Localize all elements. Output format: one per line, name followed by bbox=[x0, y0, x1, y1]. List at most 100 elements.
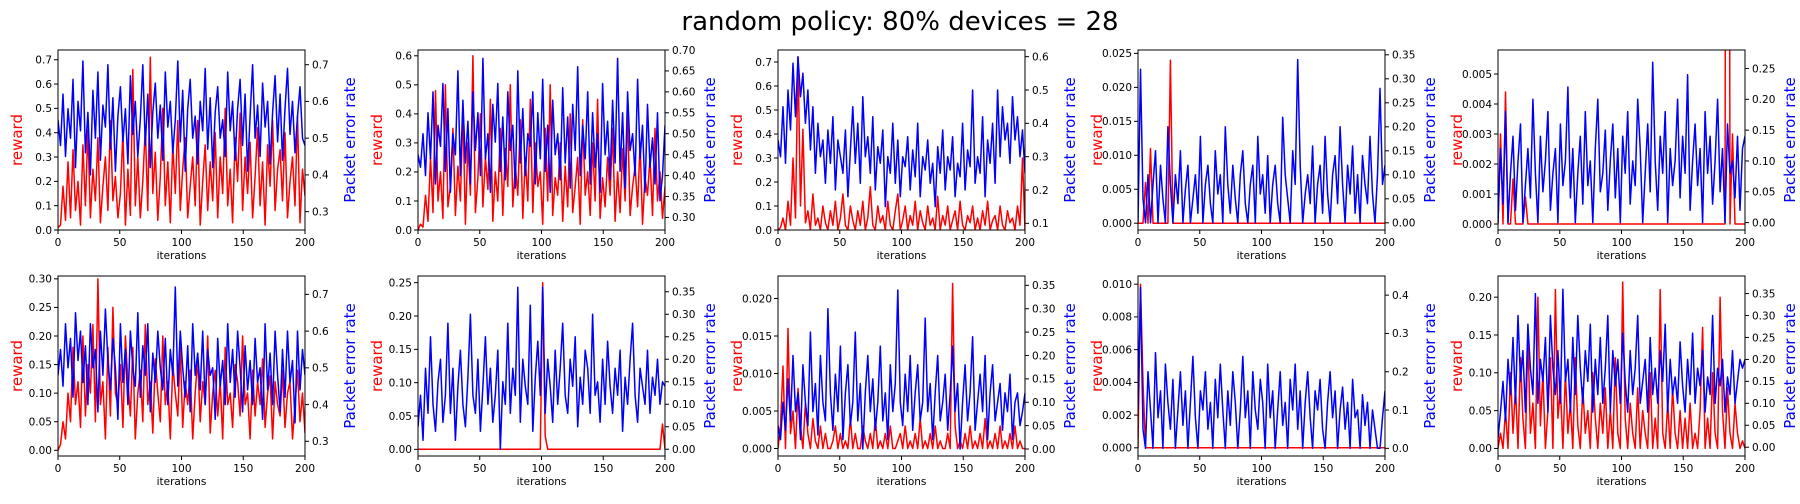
x-tick-label: 50 bbox=[1553, 463, 1566, 475]
x-tick-label: 0 bbox=[775, 463, 782, 475]
x-tick-label: 0 bbox=[55, 463, 62, 475]
left-y-tick-label: 0.002 bbox=[1102, 410, 1132, 422]
x-tick-label: 50 bbox=[1193, 463, 1206, 475]
x-tick-label: 100 bbox=[1251, 237, 1271, 249]
right-y-tick-label: 0.0 bbox=[1392, 443, 1409, 455]
left-y-tick-label: 0.20 bbox=[29, 331, 52, 343]
left-y-tick-label: 0.5 bbox=[395, 80, 412, 92]
x-tick-label: 150 bbox=[1313, 463, 1333, 475]
right-y-tick-label: 0.30 bbox=[1032, 304, 1055, 316]
left-y-tick-label: 0.3 bbox=[755, 153, 772, 165]
subplot-2: 0 50 100 150 200 iterations 0.0 0.1 0.2 0.3 0.4 0.5… bbox=[368, 45, 719, 262]
left-y-tick-label: 0.4 bbox=[755, 129, 772, 141]
left-y-tick-label: 0.0 bbox=[35, 225, 52, 237]
subplot-3: 0 50 100 150 200 iterations 0.0 0.1 0.2 0.3 0.4 0.5… bbox=[728, 49, 1079, 262]
right-y-tick-label: 0.25 bbox=[1752, 63, 1775, 75]
x-axis-label: iterations bbox=[1597, 476, 1647, 488]
right-y-tick-label: 0.00 bbox=[672, 444, 695, 456]
left-y-tick-label: 0.0 bbox=[395, 225, 412, 237]
right-y-axis-label: Packet error rate bbox=[1421, 77, 1439, 202]
right-y-tick-label: 0.35 bbox=[1032, 280, 1055, 292]
right-y-axis-label: Packet error rate bbox=[341, 77, 359, 202]
packet-error-rate-series-line bbox=[58, 286, 305, 424]
x-axis-label: iterations bbox=[877, 250, 927, 262]
subplot-grid: 0 50 100 150 200 iterations 0.0 0.1 0.2 0.3 0.4 0.5… bbox=[8, 45, 1799, 488]
right-y-tick-label: 0.1 bbox=[1032, 218, 1049, 230]
packet-error-rate-series-line bbox=[1498, 61, 1745, 224]
left-y-tick-label: 0.020 bbox=[742, 293, 772, 305]
left-y-tick-label: 0.05 bbox=[1469, 405, 1492, 417]
x-tick-label: 200 bbox=[1015, 463, 1035, 475]
reward-series-line bbox=[418, 55, 665, 230]
x-tick-label: 150 bbox=[953, 463, 973, 475]
left-y-tick-label: 0.4 bbox=[35, 128, 52, 140]
right-y-tick-label: 0.1 bbox=[1392, 405, 1409, 417]
right-y-tick-label: 0.4 bbox=[1392, 290, 1409, 302]
subplot-9: 0 50 100 150 200 iterations 0.000 0.002 0.004 0.0… bbox=[1088, 275, 1439, 488]
left-y-tick-label: 0.1 bbox=[755, 201, 772, 213]
right-y-tick-label: 0.30 bbox=[672, 309, 695, 321]
x-tick-label: 200 bbox=[295, 463, 315, 475]
right-y-tick-label: 0.10 bbox=[1032, 397, 1055, 409]
left-y-tick-label: 0.2 bbox=[35, 176, 52, 188]
right-y-tick-label: 0.70 bbox=[672, 45, 695, 57]
right-y-tick-label: 0.20 bbox=[672, 354, 695, 366]
right-y-tick-label: 0.3 bbox=[1032, 151, 1049, 163]
x-tick-label: 100 bbox=[531, 237, 551, 249]
right-y-tick-label: 0.00 bbox=[1032, 444, 1055, 456]
x-tick-label: 200 bbox=[1375, 463, 1395, 475]
x-tick-label: 0 bbox=[775, 237, 782, 249]
x-tick-label: 100 bbox=[171, 237, 191, 249]
x-axis-label: iterations bbox=[517, 250, 567, 262]
left-y-axis-label: reward bbox=[728, 340, 746, 392]
right-y-tick-label: 0.30 bbox=[672, 212, 695, 224]
left-y-tick-label: 0.000 bbox=[742, 443, 772, 455]
left-y-tick-label: 0.004 bbox=[1102, 377, 1132, 389]
right-y-axis-label: Packet error rate bbox=[701, 77, 719, 202]
packet-error-rate-series-line bbox=[1498, 288, 1745, 439]
right-y-tick-label: 0.6 bbox=[312, 96, 329, 108]
left-y-tick-label: 0.5 bbox=[755, 105, 772, 117]
left-y-tick-label: 0.005 bbox=[742, 406, 772, 418]
left-y-tick-label: 0.30 bbox=[29, 274, 52, 286]
x-axis-label: iterations bbox=[1237, 476, 1287, 488]
packet-error-rate-series-line bbox=[1138, 286, 1385, 450]
left-y-tick-label: 0.5 bbox=[35, 103, 52, 115]
right-y-tick-label: 0.6 bbox=[1032, 51, 1049, 63]
left-y-tick-label: 0.20 bbox=[1469, 292, 1492, 304]
right-y-tick-label: 0.15 bbox=[1392, 146, 1415, 158]
right-y-tick-label: 0.35 bbox=[672, 287, 695, 299]
left-y-tick-label: 0.004 bbox=[1462, 99, 1492, 111]
right-y-tick-label: 0.4 bbox=[312, 170, 329, 182]
left-y-tick-label: 0.005 bbox=[1462, 69, 1492, 81]
left-y-tick-label: 0.2 bbox=[395, 167, 412, 179]
right-y-tick-label: 0.4 bbox=[312, 399, 329, 411]
right-y-tick-label: 0.00 bbox=[1392, 218, 1415, 230]
packet-error-rate-series-line bbox=[1138, 58, 1385, 224]
right-y-tick-label: 0.60 bbox=[672, 87, 695, 99]
x-tick-label: 50 bbox=[473, 237, 486, 249]
right-y-tick-label: 0.15 bbox=[672, 377, 695, 389]
figure-title: random policy: 80% devices = 28 bbox=[681, 7, 1118, 37]
right-y-axis-label: Packet error rate bbox=[341, 303, 359, 428]
x-tick-label: 0 bbox=[1135, 237, 1142, 249]
right-y-tick-label: 0.10 bbox=[1752, 156, 1775, 168]
subplot-1: 0 50 100 150 200 iterations 0.0 0.1 0.2 0.3 0.4 0.5… bbox=[8, 49, 359, 262]
left-y-tick-label: 0.015 bbox=[1102, 116, 1132, 128]
packet-error-rate-series-line bbox=[418, 57, 665, 202]
x-tick-label: 150 bbox=[233, 237, 253, 249]
left-y-tick-label: 0.3 bbox=[35, 152, 52, 164]
right-y-tick-label: 0.30 bbox=[1752, 310, 1775, 322]
x-tick-label: 150 bbox=[953, 237, 973, 249]
left-y-tick-label: 0.00 bbox=[29, 445, 52, 457]
right-y-tick-label: 0.20 bbox=[1392, 122, 1415, 134]
reward-series-line bbox=[1498, 50, 1745, 225]
right-y-tick-label: 0.5 bbox=[312, 363, 329, 375]
left-y-tick-label: 0.006 bbox=[1102, 344, 1132, 356]
x-tick-label: 200 bbox=[1735, 237, 1755, 249]
left-y-tick-label: 0.010 bbox=[1102, 279, 1132, 291]
left-y-tick-label: 0.25 bbox=[389, 277, 412, 289]
x-tick-label: 0 bbox=[1135, 463, 1142, 475]
subplot-5: 0 50 100 150 200 iterations 0.000 0.001 0.002 0.0… bbox=[1448, 49, 1799, 262]
right-y-axis-label: Packet error rate bbox=[1781, 77, 1799, 202]
